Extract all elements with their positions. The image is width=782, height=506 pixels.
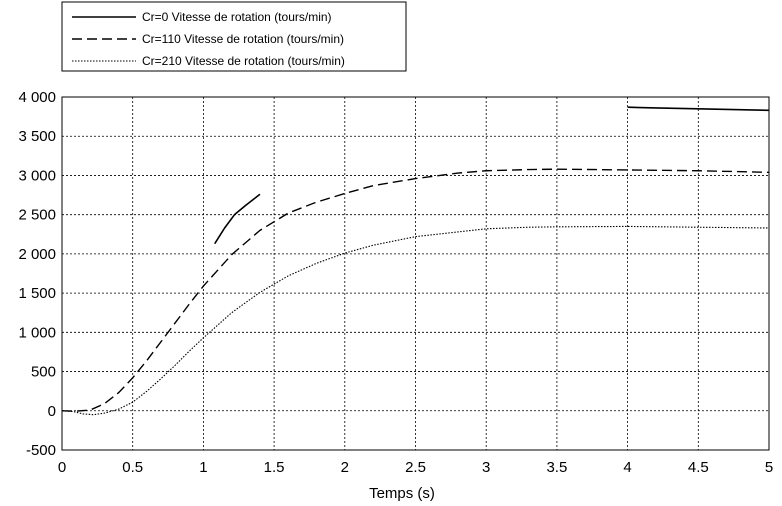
- x-tick-label: 0: [58, 459, 66, 476]
- y-tick-label: 500: [31, 364, 56, 381]
- legend: Cr=0 Vitesse de rotation (tours/min) Cr=…: [61, 1, 407, 72]
- y-tick-label: 4 000: [18, 89, 56, 106]
- series-lines: [61, 106, 770, 416]
- plot-frame: [61, 96, 770, 451]
- series-line-solid: [214, 193, 261, 245]
- y-tick-label: 3 500: [18, 128, 56, 145]
- x-tick-label: 0.5: [122, 459, 143, 476]
- legend-label-cr0: Cr=0 Vitesse de rotation (tours/min): [142, 10, 332, 24]
- x-tick-label: 5: [765, 459, 773, 476]
- x-axis-ticks: 0 0.5 1 1.5 2 2.5 3 3.5 4 4.5 5: [58, 459, 773, 476]
- y-axis-ticks: -500 0 500 1 000 1 500 2 000 2 500 3 000 3 500 4 …: [18, 89, 56, 459]
- legend-label-cr110: Cr=110 Vitesse de rotation (tours/min): [142, 32, 344, 46]
- x-tick-label: 3.5: [546, 459, 567, 476]
- y-tick-label: 0: [48, 403, 56, 420]
- grid: [62, 97, 769, 450]
- x-tick-label: 3: [482, 459, 490, 476]
- x-tick-label: 2: [341, 459, 349, 476]
- series-line-dashed: [61, 168, 770, 412]
- series-line-solid: [627, 106, 770, 112]
- legend-frame: [61, 1, 407, 72]
- y-tick-label: 1 000: [18, 324, 56, 341]
- x-axis-label: Temps (s): [369, 485, 435, 502]
- x-tick-label: 4: [623, 459, 631, 476]
- x-tick-label: 2.5: [405, 459, 426, 476]
- y-tick-label: 3 000: [18, 167, 56, 184]
- y-tick-label: -500: [26, 442, 56, 459]
- x-tick-label: 4.5: [688, 459, 709, 476]
- y-tick-label: 1 500: [18, 285, 56, 302]
- legend-label-cr210: Cr=210 Vitesse de rotation (tours/min): [142, 54, 345, 68]
- x-tick-label: 1: [199, 459, 207, 476]
- y-tick-label: 2 000: [18, 246, 56, 263]
- y-tick-label: 2 500: [18, 207, 56, 224]
- series-line-dotted: [61, 225, 770, 416]
- x-tick-label: 1.5: [264, 459, 285, 476]
